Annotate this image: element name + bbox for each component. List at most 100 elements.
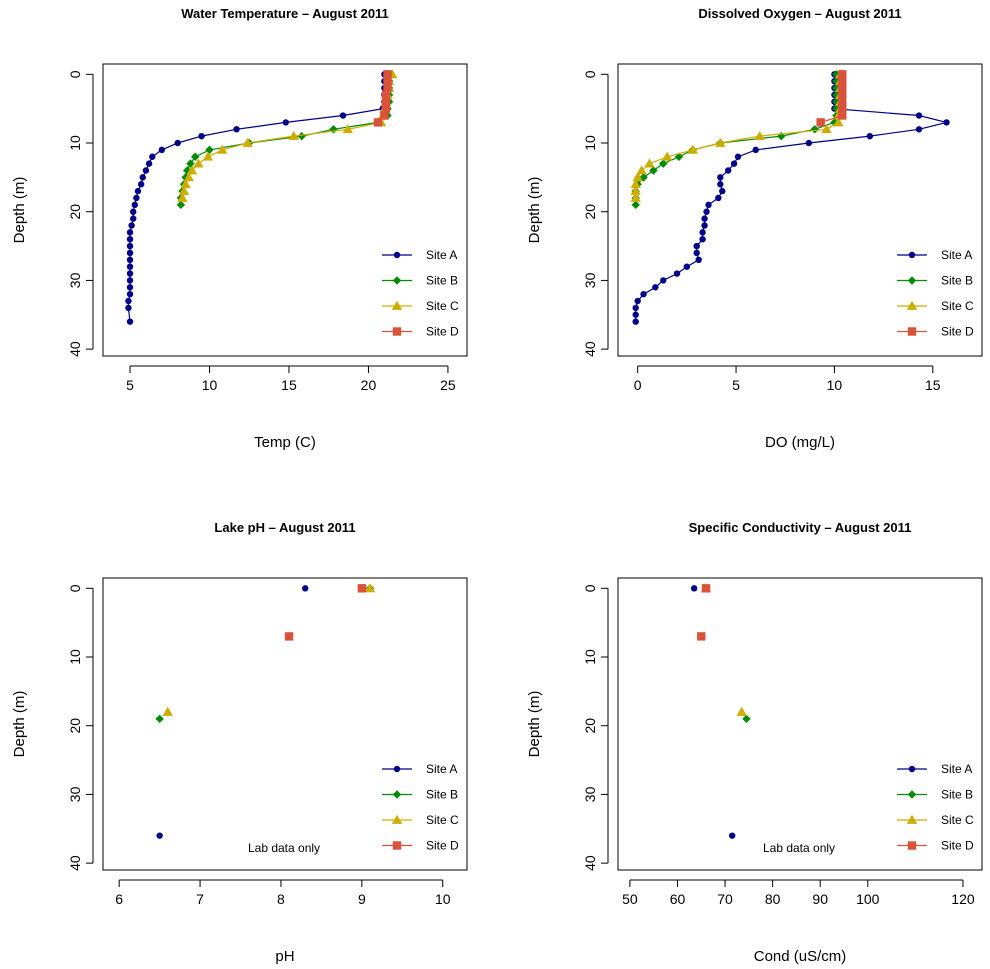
legend-marker <box>906 814 918 824</box>
series-site-c <box>630 69 846 202</box>
y-tick-label: 10 <box>582 649 598 665</box>
series-site-d <box>697 584 711 641</box>
data-point <box>660 277 667 284</box>
y-tick-label: 20 <box>67 718 83 734</box>
chart-title: Lake pH – August 2011 <box>214 520 355 535</box>
legend-marker <box>392 327 402 336</box>
data-point <box>717 181 724 188</box>
data-point <box>126 256 134 264</box>
y-axis-label: Depth (m) <box>11 691 28 758</box>
data-point <box>695 256 702 264</box>
series-site-d <box>373 70 392 127</box>
data-point <box>162 706 173 716</box>
data-point <box>632 172 643 182</box>
data-point <box>728 832 736 839</box>
x-tick-label: 15 <box>925 377 941 393</box>
data-point <box>176 200 186 210</box>
data-point <box>125 304 132 312</box>
y-tick-label: 10 <box>582 135 598 151</box>
data-point <box>297 131 306 141</box>
data-point <box>381 97 391 106</box>
data-point <box>126 284 134 291</box>
legend-item: Site C <box>382 299 459 313</box>
legend: Site A Site B Site C Site D <box>382 248 459 339</box>
ph-panel: Lake pH – August 2011 6 7 8 9 10 0 10 20 30 40 pH De… <box>11 520 468 965</box>
x-tick-label: 8 <box>277 891 285 907</box>
temperature-panel: Water Temperature – August 2011 5 10 15 20 25… <box>11 6 468 451</box>
data-point <box>730 160 738 167</box>
data-point <box>632 318 639 325</box>
legend-item: Site D <box>897 325 974 339</box>
legend-item: Site C <box>382 813 459 827</box>
y-tick-label: 0 <box>67 584 83 592</box>
plot-frame <box>617 577 983 871</box>
x-tick-label: 50 <box>622 891 638 907</box>
legend-label: Site B <box>941 788 973 802</box>
x-axis-label: Cond (uS/cm) <box>754 948 847 965</box>
series-site-c <box>700 583 747 716</box>
data-point <box>381 90 391 100</box>
legend-label: Site D <box>941 325 974 339</box>
series-site-d <box>816 70 847 127</box>
data-point <box>724 167 732 174</box>
data-point <box>915 126 923 133</box>
x-tick-label: 10 <box>435 891 451 907</box>
data-point <box>174 139 181 147</box>
data-point <box>130 208 137 215</box>
legend-item: Site A <box>382 762 457 776</box>
x-tick-label: 80 <box>765 891 781 907</box>
data-point <box>130 215 137 222</box>
data-point <box>630 192 641 202</box>
data-point <box>752 146 759 154</box>
data-point <box>339 112 347 119</box>
legend-marker <box>907 327 917 336</box>
x-tick-label: 20 <box>361 377 377 393</box>
data-point <box>821 124 832 134</box>
data-point <box>126 270 134 277</box>
series-site-b <box>631 70 841 210</box>
data-point <box>693 249 700 257</box>
data-point <box>717 174 724 181</box>
x-axis-label: pH <box>275 948 294 965</box>
data-point <box>816 118 825 127</box>
data-point <box>697 632 706 641</box>
legend-label: Site C <box>941 813 974 827</box>
series-line <box>127 74 385 322</box>
y-tick-label: 10 <box>67 135 83 151</box>
legend-label: Site A <box>426 248 457 262</box>
legend-item: Site A <box>897 762 972 776</box>
data-point <box>631 200 640 210</box>
legend-item: Site A <box>897 248 972 262</box>
data-point <box>838 104 847 113</box>
y-tick-label: 0 <box>582 584 598 592</box>
data-point <box>381 104 391 113</box>
data-point <box>701 584 711 593</box>
data-point <box>126 236 134 243</box>
x-axis-label: Temp (C) <box>254 434 316 451</box>
data-point <box>636 165 647 175</box>
data-point <box>943 119 950 126</box>
data-point <box>329 125 338 134</box>
data-point <box>158 146 166 154</box>
y-axis-label: Depth (m) <box>526 691 543 758</box>
y-tick-label: 40 <box>582 855 598 871</box>
data-point <box>133 194 140 202</box>
data-point <box>915 112 923 119</box>
legend-label: Site D <box>426 325 459 339</box>
x-axis-label: DO (mg/L) <box>765 434 835 451</box>
series-line <box>635 74 838 205</box>
legend-label: Site B <box>426 274 458 288</box>
data-point <box>126 242 134 250</box>
data-point <box>137 181 145 188</box>
data-point <box>131 201 138 209</box>
chart-title: Dissolved Oxygen – August 2011 <box>698 6 901 21</box>
legend-item: Site C <box>897 299 974 313</box>
x-tick-label: 120 <box>951 891 975 907</box>
legend-marker <box>906 300 918 310</box>
x-tick-label: 5 <box>126 377 134 393</box>
plot-frame <box>102 63 468 357</box>
data-point <box>183 166 192 175</box>
legend-marker <box>907 790 917 799</box>
data-point <box>719 187 726 195</box>
